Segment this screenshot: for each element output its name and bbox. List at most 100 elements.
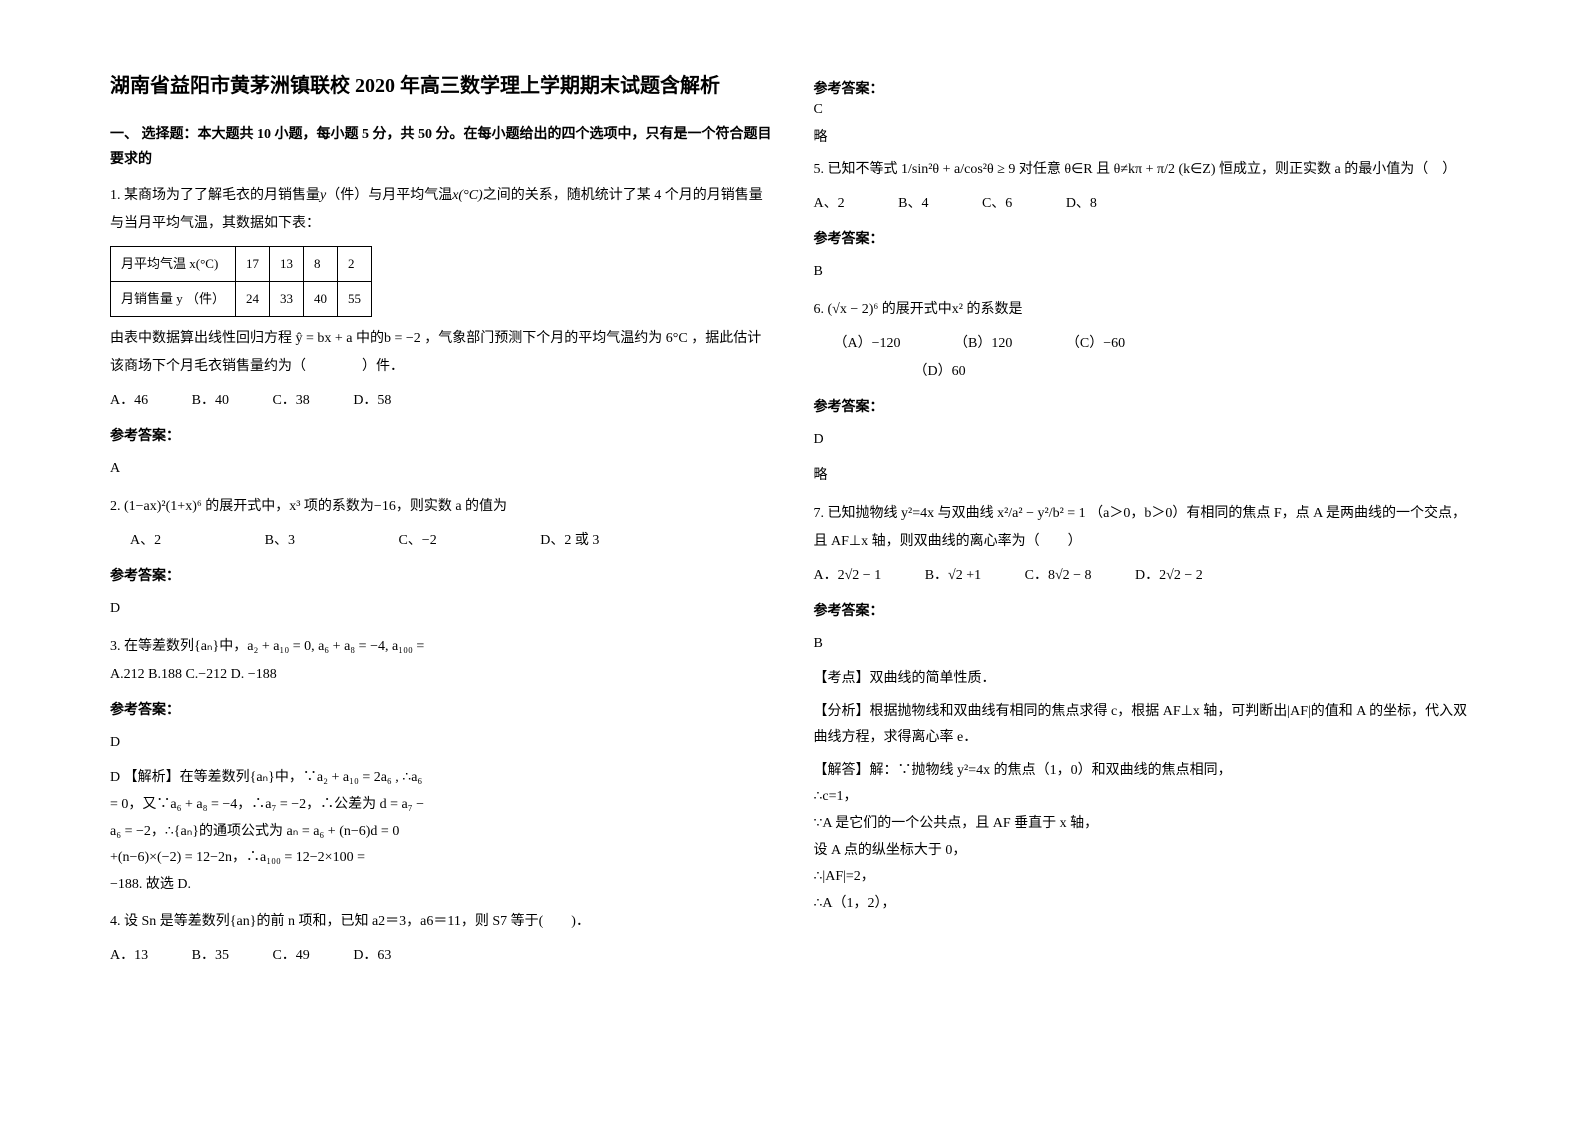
analysis-label: D 【解析】 — [110, 770, 180, 785]
question-5: 5. 已知不等式 1/sin²θ + a/cos²θ ≥ 9 对任意 θ∈R 且… — [814, 156, 1478, 286]
table-row: 月销售量 y （件） 24 33 40 55 — [111, 282, 372, 317]
q1-intro: 1. 某商场为了了解毛衣的月销售量y（件）与月平均气温x(°C)之间的关系，随机… — [110, 188, 763, 231]
table-cell: 2 — [338, 247, 372, 282]
option-b: B．40 — [192, 387, 229, 415]
option-d: D．58 — [353, 387, 391, 415]
option-b: B．35 — [192, 942, 229, 970]
solve-label: 【解答】 — [814, 763, 870, 778]
option-a: （A）−120 — [834, 330, 901, 358]
solve-line: ∴A（1，2）， — [814, 896, 896, 911]
analysis-line: −188. 故选 D. — [110, 877, 191, 892]
q5-pre: 5. 已知不等式 — [814, 162, 898, 177]
answer-value: D — [814, 426, 1478, 454]
analysis-line: = 0，又∵a₆ + a₈ = −4，∴a₇ = −2，∴公差为 d = a₇ … — [110, 797, 424, 812]
option-c: C．38 — [272, 387, 309, 415]
question-6: 6. (√x − 2)⁶ 的展开式中x² 的系数是 （A）−120 （B）120… — [814, 296, 1478, 490]
analysis-text: 根据抛物线和双曲线有相同的焦点求得 c，根据 AF⊥x 轴，可判断出|AF|的值… — [814, 704, 1468, 746]
answer-label: 参考答案： — [814, 78, 1478, 98]
q4-note: 略 — [814, 126, 1478, 146]
question-4: 4. 设 Sn 是等差数列{an}的前 n 项和，已知 a2＝3，a6＝11，则… — [110, 908, 774, 970]
answer-value: B — [814, 630, 1478, 658]
left-column: 湖南省益阳市黄茅洲镇联校 2020 年高三数学理上学期期末试题含解析 一、 选择… — [90, 70, 794, 1092]
option-c: （C）−60 — [1066, 330, 1125, 358]
solve-line: ∵A 是它们的一个公共点，且 AF 垂直于 x 轴， — [814, 816, 1099, 831]
q3-options: A.212 B.188 C.−212 D. −188 — [110, 661, 774, 689]
q4-text: 4. 设 Sn 是等差数列{an}的前 n 项和，已知 a2＝3，a6＝11，则… — [110, 908, 774, 936]
q5-end: 恒成立，则正实数 a 的最小值为（ ） — [1219, 162, 1456, 177]
analysis-line: a₆ = −2，∴{aₙ}的通项公式为 aₙ = a₆ + (n−6)d = 0 — [110, 824, 399, 839]
q3-analysis: D 【解析】在等差数列{aₙ}中，∵a₂ + a₁₀ = 2a₆ , ∴a₆ =… — [110, 765, 774, 898]
option-b: （B）120 — [954, 330, 1012, 358]
option-c: C．8√2 − 8 — [1025, 562, 1092, 590]
q1-body: 由表中数据算出线性回归方程 ŷ = bx + a 中的b = −2 ，气象部门预… — [110, 325, 774, 381]
answer-label: 参考答案： — [110, 563, 774, 591]
question-3: 3. 在等差数列{aₙ}中，a₂ + a₁₀ = 0, a₆ + a₈ = −4… — [110, 633, 774, 898]
answer-value: A — [110, 455, 774, 483]
q7-point: 【考点】双曲线的简单性质． — [814, 666, 1478, 693]
option-c: C．49 — [272, 942, 309, 970]
answer-label: 参考答案： — [814, 598, 1478, 626]
q1-table: 月平均气温 x(°C) 17 13 8 2 月销售量 y （件） 24 33 4… — [110, 246, 372, 317]
q5-options: A、2 B、4 C、6 D、8 — [814, 190, 1478, 218]
q2-options: A、2 B、3 C、−2 D、2 或 3 — [130, 527, 774, 555]
option-b: B、4 — [898, 190, 928, 218]
answer-value: D — [110, 729, 774, 757]
q5-mid: 对任意 θ∈R 且 — [1019, 162, 1110, 177]
answer-label: 参考答案： — [814, 226, 1478, 254]
table-row: 月平均气温 x(°C) 17 13 8 2 — [111, 247, 372, 282]
answer-label: 参考答案： — [110, 423, 774, 451]
table-cell: 13 — [270, 247, 304, 282]
option-d: D、2 或 3 — [540, 527, 599, 555]
q7-options: A．2√2 − 1 B．√2 +1 C．8√2 − 8 D．2√2 − 2 — [814, 562, 1478, 590]
analysis-line: 在等差数列{aₙ}中，∵a₂ + a₁₀ = 2a₆ , ∴a₆ — [180, 770, 423, 785]
q5-formula2: θ≠kπ + π/2 (k∈Z) — [1110, 162, 1219, 177]
q5-text: 5. 已知不等式 1/sin²θ + a/cos²θ ≥ 9 对任意 θ∈R 且… — [814, 156, 1478, 184]
q3-text: 3. 在等差数列{aₙ}中，a₂ + a₁₀ = 0, a₆ + a₈ = −4… — [110, 633, 774, 661]
q5-formula: 1/sin²θ + a/cos²θ ≥ 9 — [898, 162, 1019, 177]
point-label: 【考点】 — [814, 671, 870, 686]
analysis-label: 【分析】 — [814, 704, 870, 719]
q7-solve: 【解答】解：∵抛物线 y²=4x 的焦点（1，0）和双曲线的焦点相同， ∴c=1… — [814, 758, 1478, 918]
table-cell: 55 — [338, 282, 372, 317]
option-d: D．2√2 − 2 — [1135, 562, 1203, 590]
option-a: A、2 — [814, 190, 845, 218]
question-7: 7. 已知抛物线 y²=4x 与双曲线 x²/a² − y²/b² = 1 （a… — [814, 500, 1478, 917]
answer-value: B — [814, 258, 1478, 286]
answer-value: C — [814, 102, 1478, 118]
table-cell: 8 — [304, 247, 338, 282]
analysis-line: +(n−6)×(−2) = 12−2n，∴a₁₀₀ = 12−2×100 = — [110, 850, 365, 865]
table-cell: 40 — [304, 282, 338, 317]
option-a: A．2√2 − 1 — [814, 562, 882, 590]
table-cell: 月平均气温 x(°C) — [111, 247, 236, 282]
point-text: 双曲线的简单性质． — [870, 671, 996, 686]
q1-intro-b: （件）与月平均气温 — [326, 188, 452, 203]
table-cell: 24 — [236, 282, 270, 317]
q7-analysis: 【分析】根据抛物线和双曲线有相同的焦点求得 c，根据 AF⊥x 轴，可判断出|A… — [814, 699, 1478, 752]
q4-options: A．13 B．35 C．49 D．63 — [110, 942, 774, 970]
option-b: B．√2 +1 — [925, 562, 981, 590]
q7-pre: 7. 已知抛物线 y²=4x 与双曲线 — [814, 506, 994, 521]
option-c: C、−2 — [398, 527, 436, 555]
q6-options: （A）−120 （B）120 （C）−60 （D）60 — [814, 330, 1478, 386]
answer-value: D — [110, 595, 774, 623]
q1-intro-a: 1. 某商场为了了解毛衣的月销售量 — [110, 188, 320, 203]
option-a: A．46 — [110, 387, 148, 415]
document-title: 湖南省益阳市黄茅洲镇联校 2020 年高三数学理上学期期末试题含解析 — [110, 70, 774, 102]
q7-text: 7. 已知抛物线 y²=4x 与双曲线 x²/a² − y²/b² = 1 （a… — [814, 500, 1478, 556]
question-1: 1. 某商场为了了解毛衣的月销售量y（件）与月平均气温x(°C)之间的关系，随机… — [110, 182, 774, 483]
section-header: 一、 选择题：本大题共 10 小题，每小题 5 分，共 50 分。在每小题给出的… — [110, 122, 774, 172]
q6-note: 略 — [814, 462, 1478, 490]
solve-line: 设 A 点的纵坐标大于 0， — [814, 843, 967, 858]
q7-formula: x²/a² − y²/b² = 1 — [994, 506, 1090, 521]
solve-line: 解：∵抛物线 y²=4x 的焦点（1，0）和双曲线的焦点相同， — [870, 763, 1232, 778]
q6-text: 6. (√x − 2)⁶ 的展开式中x² 的系数是 — [814, 296, 1478, 324]
right-column: 参考答案： C 略 5. 已知不等式 1/sin²θ + a/cos²θ ≥ 9… — [794, 70, 1498, 1092]
option-c: C、6 — [982, 190, 1012, 218]
option-a: A、2 — [130, 527, 161, 555]
option-d: D、8 — [1066, 190, 1097, 218]
solve-line: ∴c=1， — [814, 789, 858, 804]
q2-text: 2. (1−ax)²(1+x)⁶ 的展开式中，x³ 项的系数为−16，则实数 a… — [110, 493, 774, 521]
q1-options: A．46 B．40 C．38 D．58 — [110, 387, 774, 415]
option-d: D．63 — [353, 942, 391, 970]
answer-label: 参考答案： — [814, 394, 1478, 422]
